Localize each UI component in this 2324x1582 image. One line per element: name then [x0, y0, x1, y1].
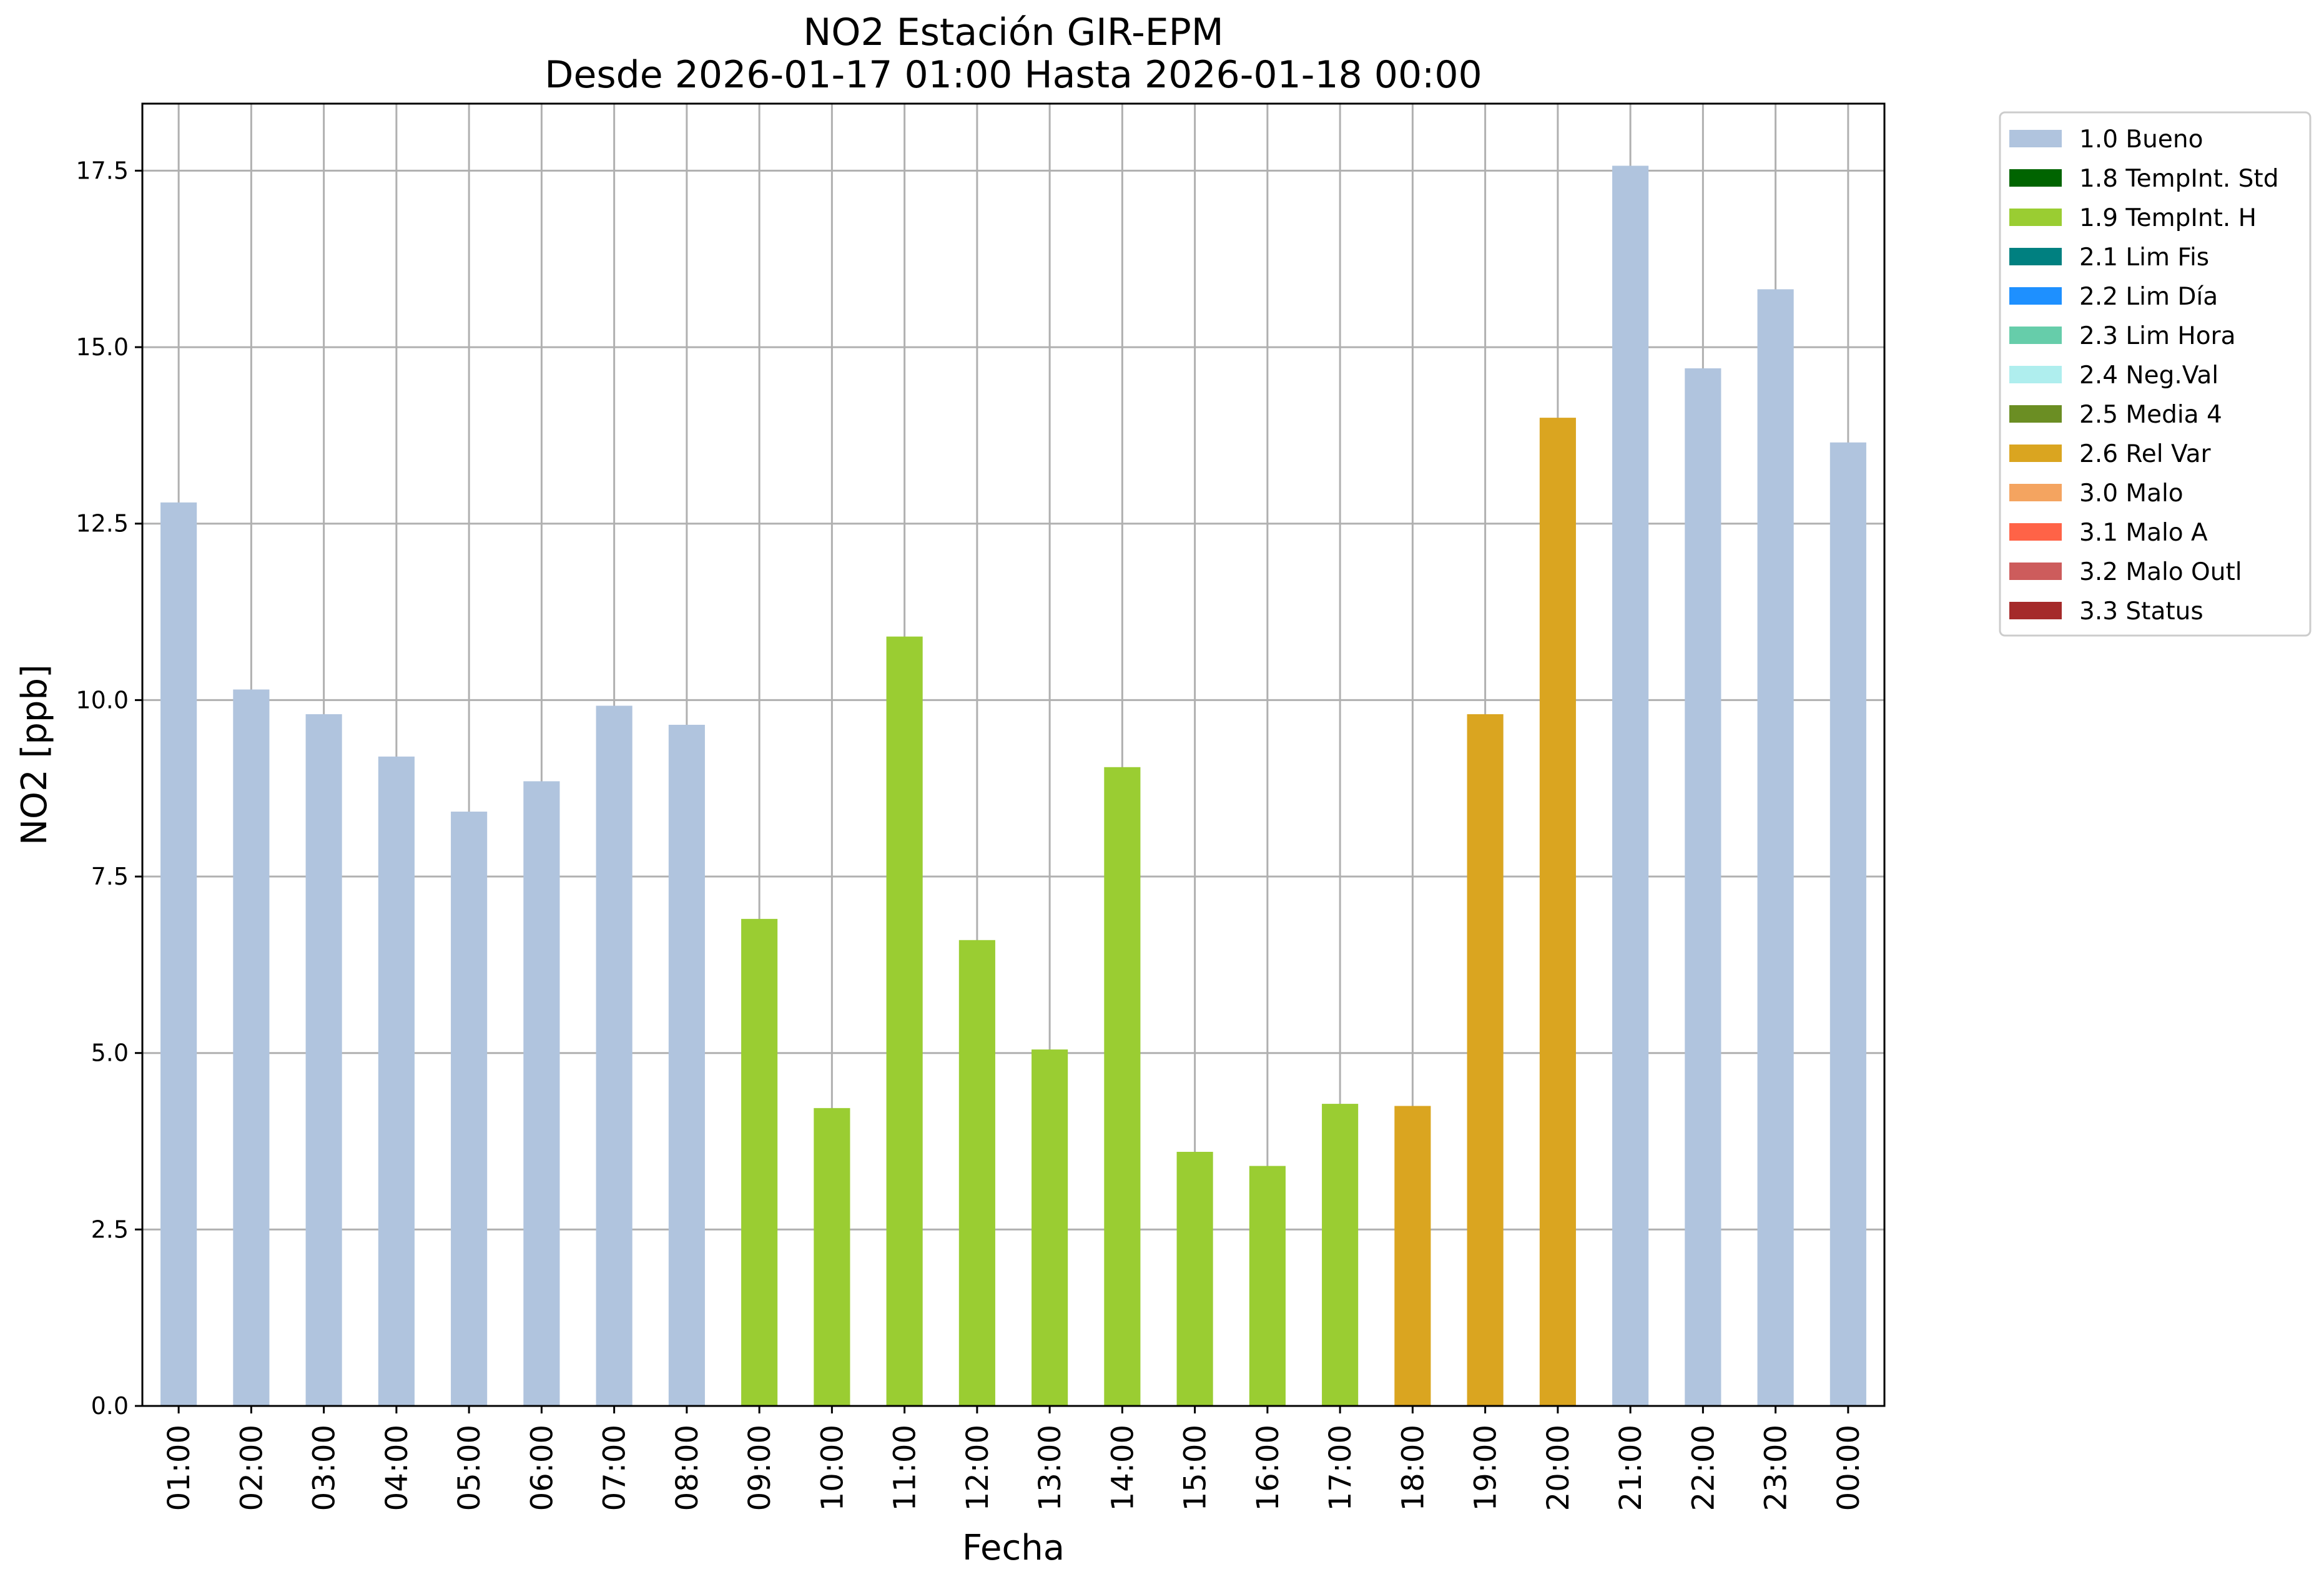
legend-label: 2.3 Lim Hora	[2079, 322, 2236, 350]
legend-swatch	[2009, 602, 2062, 619]
x-tick-label: 23:00	[1759, 1425, 1794, 1511]
bar-04:00	[378, 756, 415, 1406]
bar-06:00	[523, 781, 560, 1406]
bar-21:00	[1612, 165, 1649, 1406]
legend-label: 1.8 TempInt. Std	[2079, 165, 2278, 193]
legend-label: 2.6 Rel Var	[2079, 440, 2212, 468]
x-tick-label: 13:00	[1033, 1425, 1068, 1511]
x-tick-label: 22:00	[1686, 1425, 1721, 1511]
y-tick-label: 0.0	[91, 1392, 129, 1420]
legend-frame	[1999, 111, 2312, 637]
y-tick-label: 10.0	[76, 686, 129, 714]
legend-swatch	[2009, 209, 2062, 226]
legend-swatch	[2009, 327, 2062, 344]
legend-swatch	[2009, 130, 2062, 147]
bar-12:00	[958, 940, 995, 1406]
x-axis: 01:00 02:00 03:00 04:00 05:00 06:00 07:00 08:00…	[162, 1406, 1866, 1511]
bar-00:00	[1829, 442, 1866, 1406]
bar-05:00	[451, 812, 488, 1406]
bar-22:00	[1685, 368, 1721, 1406]
bar-01:00	[160, 502, 197, 1406]
legend-swatch	[2009, 366, 2062, 383]
x-tick-label: 00:00	[1831, 1425, 1866, 1511]
y-tick-label: 12.5	[76, 510, 129, 538]
legend-label: 3.1 Malo A	[2079, 519, 2208, 547]
x-tick-label: 17:00	[1323, 1425, 1358, 1511]
bar-11:00	[886, 636, 923, 1406]
x-tick-label: 01:00	[162, 1425, 197, 1511]
y-tick-label: 7.5	[91, 863, 129, 890]
legend-label: 2.5 Media 4	[2079, 401, 2222, 429]
bar-07:00	[596, 705, 633, 1406]
y-tick-label: 17.5	[76, 157, 129, 184]
bar-19:00	[1467, 714, 1504, 1406]
legend-label: 1.0 Bueno	[2079, 125, 2203, 154]
legend-label: 3.0 Malo	[2079, 479, 2184, 508]
chart-title: NO2 Estación GIR-EPM	[803, 11, 1223, 54]
x-tick-label: 15:00	[1178, 1425, 1213, 1511]
legend-swatch	[2009, 405, 2062, 423]
bar-03:00	[305, 714, 342, 1406]
legend-label: 2.2 Lim Día	[2079, 283, 2218, 311]
x-tick-label: 11:00	[888, 1425, 923, 1511]
x-tick-label: 05:00	[452, 1425, 487, 1511]
legend-label: 2.4 Neg.Val	[2079, 361, 2218, 390]
x-tick-label: 16:00	[1251, 1425, 1286, 1511]
legend-label: 3.2 Malo Outl	[2079, 558, 2242, 586]
legend-swatch	[2009, 563, 2062, 580]
bar-02:00	[233, 689, 270, 1406]
x-tick-label: 03:00	[307, 1425, 342, 1511]
legend: 1.0 Bueno 1.8 TempInt. Std 1.9 TempInt. H 2…	[1999, 111, 2312, 637]
bar-18:00	[1394, 1106, 1431, 1406]
legend-swatch	[2009, 484, 2062, 501]
x-tick-label: 06:00	[524, 1425, 559, 1511]
bar-10:00	[814, 1108, 850, 1406]
bar-17:00	[1322, 1104, 1359, 1406]
y-tick-label: 2.5	[91, 1216, 129, 1243]
x-tick-label: 09:00	[742, 1425, 777, 1511]
x-tick-label: 07:00	[598, 1425, 633, 1511]
x-tick-label: 19:00	[1469, 1425, 1504, 1511]
y-tick-label: 15.0	[76, 333, 129, 361]
legend-label: 2.1 Lim Fis	[2079, 243, 2209, 272]
bar-08:00	[668, 724, 705, 1406]
bar-23:00	[1757, 289, 1794, 1406]
legend-swatch	[2009, 287, 2062, 305]
legend-label: 3.3 Status	[2079, 597, 2203, 626]
bar-09:00	[741, 918, 778, 1406]
legend-swatch	[2009, 248, 2062, 265]
x-tick-label: 20:00	[1541, 1425, 1576, 1511]
y-axis-label: NO2 [ppb]	[14, 664, 55, 845]
y-axis: 0.0 2.5 5.0 7.5 10.0 12.5 15.0 17.5	[76, 157, 142, 1420]
x-tick-label: 12:00	[960, 1425, 995, 1511]
bar-13:00	[1032, 1049, 1068, 1406]
chart-subtitle: Desde 2026-01-17 01:00 Hasta 2026-01-18 …	[544, 53, 1482, 97]
x-tick-label: 02:00	[234, 1425, 269, 1511]
y-tick-label: 5.0	[91, 1039, 129, 1067]
plot-area-frame	[141, 102, 1886, 1407]
bar-15:00	[1176, 1151, 1213, 1406]
x-tick-label: 21:00	[1613, 1425, 1648, 1511]
legend-swatch	[2009, 523, 2062, 541]
x-tick-label: 18:00	[1396, 1425, 1430, 1511]
bar-16:00	[1249, 1166, 1286, 1406]
x-tick-label: 10:00	[815, 1425, 850, 1511]
x-tick-label: 08:00	[670, 1425, 705, 1511]
x-tick-label: 04:00	[380, 1425, 415, 1511]
legend-swatch	[2009, 169, 2062, 187]
legend-swatch	[2009, 445, 2062, 462]
x-tick-label: 14:00	[1105, 1425, 1140, 1511]
bar-14:00	[1104, 767, 1141, 1406]
bars	[160, 165, 1866, 1406]
legend-label: 1.9 TempInt. H	[2079, 204, 2257, 232]
x-axis-label: Fecha	[962, 1528, 1065, 1568]
bar-20:00	[1539, 418, 1576, 1406]
